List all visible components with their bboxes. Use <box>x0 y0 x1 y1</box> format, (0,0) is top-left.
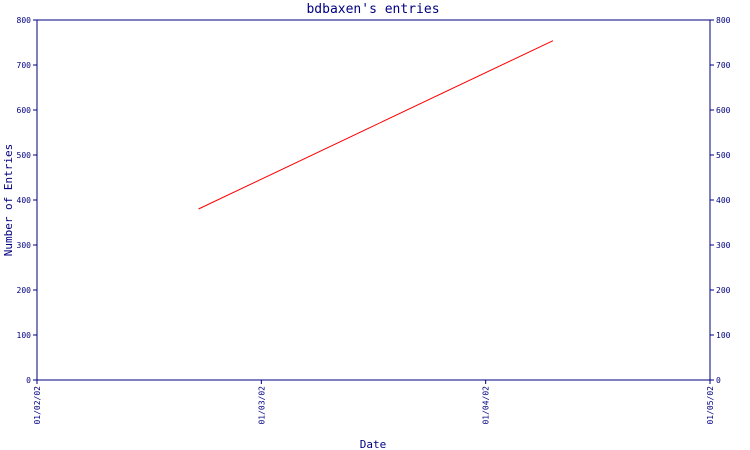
x-tick-label: 01/03/02 <box>257 386 266 425</box>
y-tick-label-right: 0 <box>716 376 721 385</box>
x-tick-label: 01/02/02 <box>33 386 42 425</box>
y-tick-label-left: 700 <box>17 61 32 70</box>
y-tick-label-left: 200 <box>17 286 32 295</box>
left-y-axis: 0 100 200 300 400 500 600 700 800 <box>17 16 37 385</box>
y-tick-label-left: 100 <box>17 331 32 340</box>
x-axis-label: Date <box>360 438 387 450</box>
y-tick-label-left: 600 <box>17 106 32 115</box>
y-tick-label-left: 400 <box>17 196 32 205</box>
right-y-axis: 0 100 200 300 400 500 600 700 800 <box>710 16 731 385</box>
y-tick-label-right: 800 <box>716 16 731 25</box>
y-tick-label-left: 300 <box>17 241 32 250</box>
y-tick-label-right: 700 <box>716 61 731 70</box>
y-tick-label-left: 800 <box>17 16 32 25</box>
y-tick-label-right: 600 <box>716 106 731 115</box>
y-tick-label-left: 500 <box>17 151 32 160</box>
y-tick-label-right: 300 <box>716 241 731 250</box>
series-layer <box>198 40 554 210</box>
series-line-0 <box>198 40 554 210</box>
y-tick-label-right: 200 <box>716 286 731 295</box>
x-tick-label: 01/05/02 <box>706 386 715 425</box>
y-tick-label-right: 100 <box>716 331 731 340</box>
y-tick-label-left: 0 <box>26 376 31 385</box>
x-tick-label: 01/04/02 <box>482 386 491 425</box>
y-axis-label: Number of Entries <box>2 144 15 257</box>
y-tick-label-right: 500 <box>716 151 731 160</box>
x-axis: 01/02/02 01/03/02 01/04/02 01/05/02 <box>33 380 715 425</box>
chart-title: bdbaxen's entries <box>306 2 439 17</box>
y-tick-label-right: 400 <box>716 196 731 205</box>
